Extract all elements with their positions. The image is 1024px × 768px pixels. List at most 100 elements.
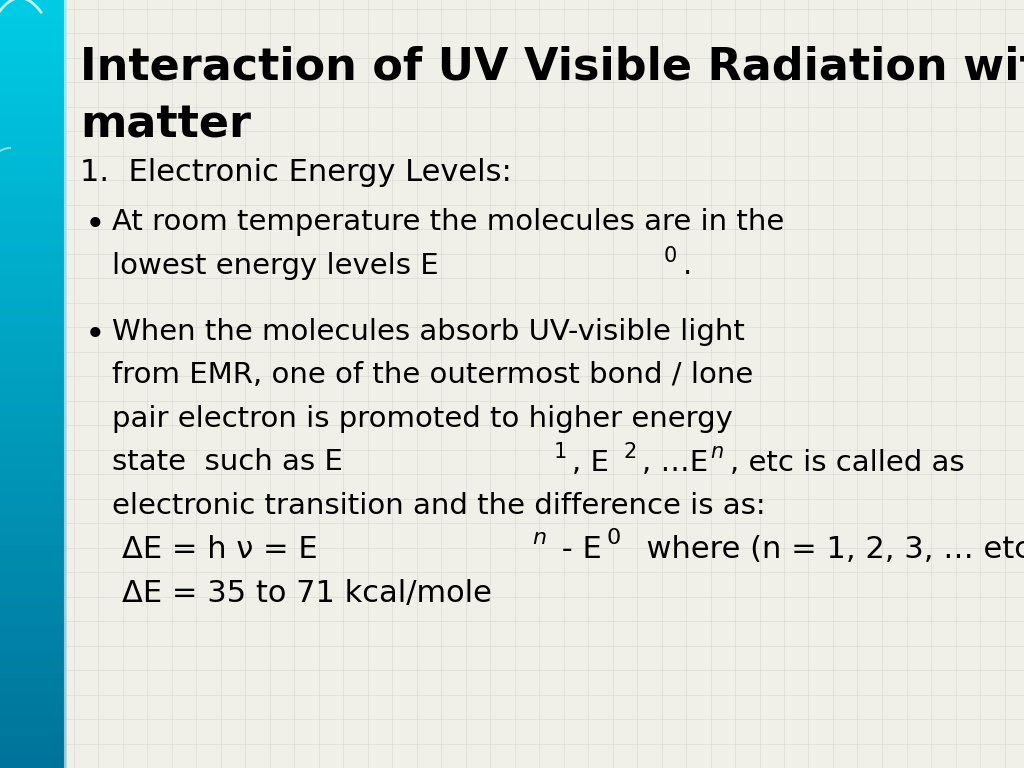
Bar [0,237,65,243]
Bar [0,448,65,455]
Bar [0,25,65,32]
Text: 1.  Electronic Energy Levels:: 1. Electronic Energy Levels: [80,158,512,187]
Bar [0,167,65,173]
Bar [0,486,65,493]
Bar [0,384,65,390]
Bar [0,704,65,710]
Bar [0,435,65,442]
Bar [0,455,65,461]
Bar [0,13,65,19]
Bar [0,493,65,499]
Bar [0,352,65,359]
Bar [0,115,65,121]
Bar [0,250,65,256]
Text: n: n [710,442,723,462]
Bar [0,474,65,480]
Bar [0,717,65,723]
Text: 0: 0 [607,528,622,548]
Bar [0,544,65,551]
Bar [0,320,65,326]
Bar [0,359,65,365]
Bar [0,275,65,282]
Text: lowest energy levels E: lowest energy levels E [112,251,438,280]
Bar [0,723,65,730]
Bar [0,659,65,666]
Bar [0,301,65,307]
Text: where (n = 1, 2, 3, … etc): where (n = 1, 2, 3, … etc) [627,535,1024,564]
Bar [0,730,65,736]
Bar [0,186,65,192]
Bar [0,365,65,371]
Text: •: • [85,318,105,352]
Bar [0,467,65,474]
Bar [0,211,65,217]
Bar [0,230,65,237]
Bar [0,288,65,294]
Bar [0,480,65,486]
Bar [0,582,65,589]
Bar [0,243,65,250]
Bar [0,205,65,211]
Text: electronic transition and the difference is as:: electronic transition and the difference… [112,492,766,520]
Bar [0,697,65,704]
Text: 1: 1 [554,442,567,462]
Text: Interaction of UV Visible Radiation with: Interaction of UV Visible Radiation with [80,46,1024,89]
Bar [0,666,65,672]
Bar [0,121,65,128]
Bar [0,736,65,743]
Bar [0,672,65,678]
Bar [0,403,65,409]
Bar [0,333,65,339]
Text: state  such as E: state such as E [112,449,343,476]
Bar [0,71,65,77]
Bar [0,313,65,320]
Text: •: • [85,208,105,242]
Bar [0,256,65,263]
Bar [0,461,65,467]
Bar [0,647,65,653]
Bar [0,45,65,51]
Bar [0,525,65,531]
Bar [0,589,65,595]
Bar [0,102,65,109]
Bar [0,685,65,691]
Bar [0,179,65,186]
Text: .: . [683,251,692,280]
Bar [0,128,65,134]
Text: from EMR, one of the outermost bond / lone: from EMR, one of the outermost bond / lo… [112,362,754,389]
Text: 2: 2 [624,442,637,462]
Text: , …E: , …E [642,449,709,476]
Bar [0,518,65,525]
Text: When the molecules absorb UV-visible light: When the molecules absorb UV-visible lig… [112,318,744,346]
Bar [0,538,65,544]
Bar [0,339,65,346]
Bar [0,58,65,64]
Bar [0,346,65,352]
Bar [0,294,65,301]
Bar [0,442,65,448]
Bar [0,134,65,141]
Bar [0,282,65,288]
Bar [0,608,65,614]
Bar [0,96,65,102]
Bar [0,390,65,397]
Bar [0,634,65,640]
Bar [0,409,65,416]
Bar [0,653,65,659]
Text: pair electron is promoted to higher energy: pair electron is promoted to higher ener… [112,405,733,433]
Bar [0,755,65,762]
Bar [0,307,65,313]
Bar [0,147,65,154]
Bar [0,160,65,167]
Bar [0,563,65,570]
Bar [0,32,65,38]
Bar [0,570,65,576]
Bar [0,512,65,518]
Text: , E: , E [572,449,609,476]
Bar [0,499,65,505]
Bar [0,762,65,768]
Bar [0,326,65,333]
Bar [0,378,65,384]
Bar [0,224,65,230]
Bar [0,263,65,269]
